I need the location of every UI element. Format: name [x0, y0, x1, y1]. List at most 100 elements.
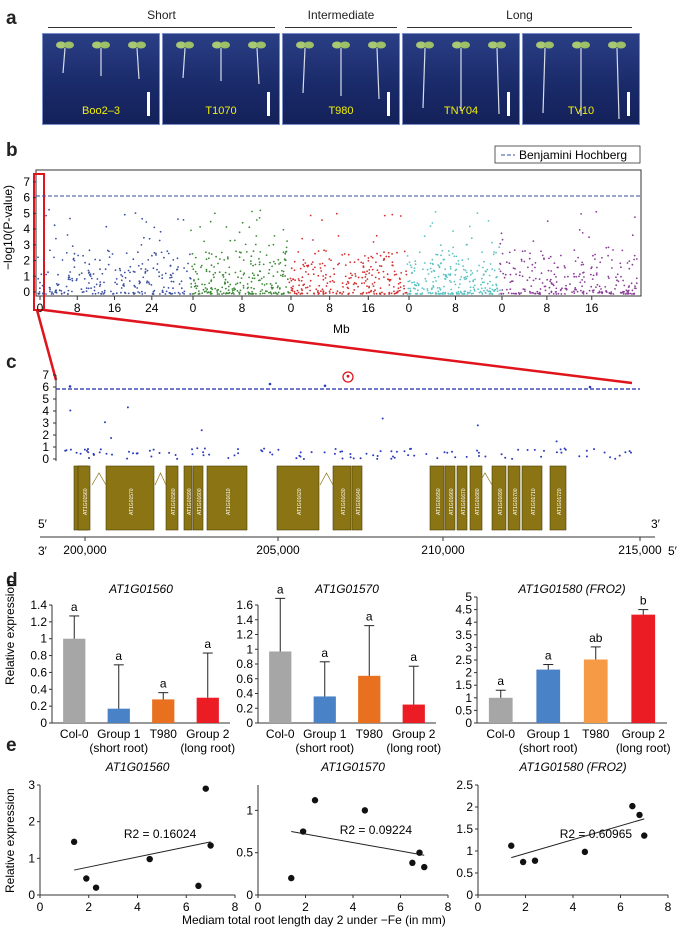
snp-point	[363, 282, 366, 284]
bar	[488, 697, 513, 723]
snp-point	[322, 278, 325, 281]
snp-point	[380, 265, 383, 268]
panel-letter-a: a	[6, 8, 17, 29]
y-tick-label: 5	[23, 206, 30, 220]
snp-point	[414, 263, 417, 266]
snp-point	[129, 265, 132, 268]
snp-point	[294, 279, 296, 282]
snp-point	[150, 455, 153, 458]
x-tick-label: 6	[183, 900, 190, 914]
snp-point	[177, 218, 179, 220]
snp-point	[281, 275, 284, 278]
snp-point	[259, 290, 262, 293]
snp-point	[629, 292, 632, 295]
snp-point	[538, 278, 541, 280]
snp-point	[254, 243, 257, 246]
snp-point	[411, 281, 413, 284]
seedling-root	[62, 47, 66, 74]
data-point	[421, 863, 428, 871]
snp-point	[190, 286, 193, 288]
snp-point	[617, 280, 620, 283]
snp-point	[576, 290, 579, 293]
snp-point	[628, 450, 631, 453]
snp-point	[581, 279, 583, 281]
x-tick-label: 0	[255, 900, 262, 914]
snp-point	[55, 283, 58, 285]
snp-point	[468, 280, 471, 283]
snp-point	[630, 451, 632, 454]
snp-point	[449, 293, 452, 295]
snp-point	[446, 276, 448, 279]
snp-point	[233, 454, 236, 457]
chart-title: AT1G01560	[105, 760, 170, 774]
chart-title: AT1G01570	[320, 760, 385, 774]
snp-point	[502, 292, 505, 295]
snp-point	[583, 276, 585, 278]
snp-point	[249, 260, 252, 263]
snp-point	[376, 457, 379, 460]
snp-point	[286, 278, 289, 281]
snp-point	[339, 450, 342, 453]
snp-point	[155, 252, 157, 255]
snp-point	[465, 271, 468, 274]
snp-point	[437, 290, 440, 293]
snp-point	[224, 271, 227, 274]
y-tick-label: 0.8	[30, 649, 47, 663]
snp-point	[295, 457, 298, 460]
snp-point	[447, 273, 450, 276]
y-tick-label: 6	[23, 191, 30, 205]
snp-point	[455, 255, 458, 258]
snp-point	[325, 250, 327, 252]
snp-point	[364, 276, 367, 278]
snp-point	[194, 270, 197, 273]
snp-point	[457, 260, 460, 262]
snp-point	[323, 249, 325, 252]
snp-point	[172, 272, 174, 275]
snp-point	[155, 254, 157, 256]
snp-point	[635, 287, 637, 290]
snp-point	[480, 283, 482, 286]
snp-point	[346, 286, 349, 289]
snp-point	[301, 237, 304, 240]
snp-point	[463, 276, 466, 279]
snp-point	[217, 288, 220, 291]
snp-point	[223, 282, 226, 285]
snp-point	[555, 287, 558, 290]
snp-point	[333, 452, 336, 455]
snp-point	[53, 224, 56, 227]
snp-point	[391, 261, 394, 264]
r2-label: R2 = 0.16024	[124, 827, 197, 841]
y-tick-label: 2.5	[456, 778, 473, 792]
snp-point	[465, 455, 468, 458]
snp-point	[112, 292, 115, 295]
snp-point	[628, 260, 631, 262]
snp-point	[510, 292, 513, 295]
snp-point	[178, 283, 181, 285]
snp-point	[487, 220, 490, 222]
snp-point	[147, 281, 150, 284]
y-tick-label: 1.5	[456, 822, 473, 836]
y-tick-label: 0.5	[236, 846, 253, 860]
y-tick-label: 0	[246, 888, 253, 902]
snp-point	[470, 292, 473, 295]
snp-point	[607, 254, 609, 257]
snp-point	[353, 281, 356, 284]
snp-point	[39, 287, 41, 290]
snp-point	[500, 293, 503, 295]
snp-point	[309, 285, 311, 287]
snp-point	[481, 293, 484, 295]
snp-point	[480, 287, 483, 290]
snp-point	[472, 292, 474, 295]
snp-point	[132, 258, 135, 261]
snp-point	[423, 235, 426, 238]
y-tick-label: 1.4	[236, 613, 253, 627]
gene-label: AT1G01650	[436, 488, 442, 515]
snp-point	[310, 451, 313, 454]
snp-point	[341, 254, 344, 256]
snp-point	[196, 272, 199, 275]
y-tick-label: 0.4	[30, 682, 47, 696]
snp-point	[158, 452, 161, 454]
snp-point	[152, 291, 155, 293]
snp-point	[227, 457, 230, 459]
snp-point	[442, 273, 445, 276]
